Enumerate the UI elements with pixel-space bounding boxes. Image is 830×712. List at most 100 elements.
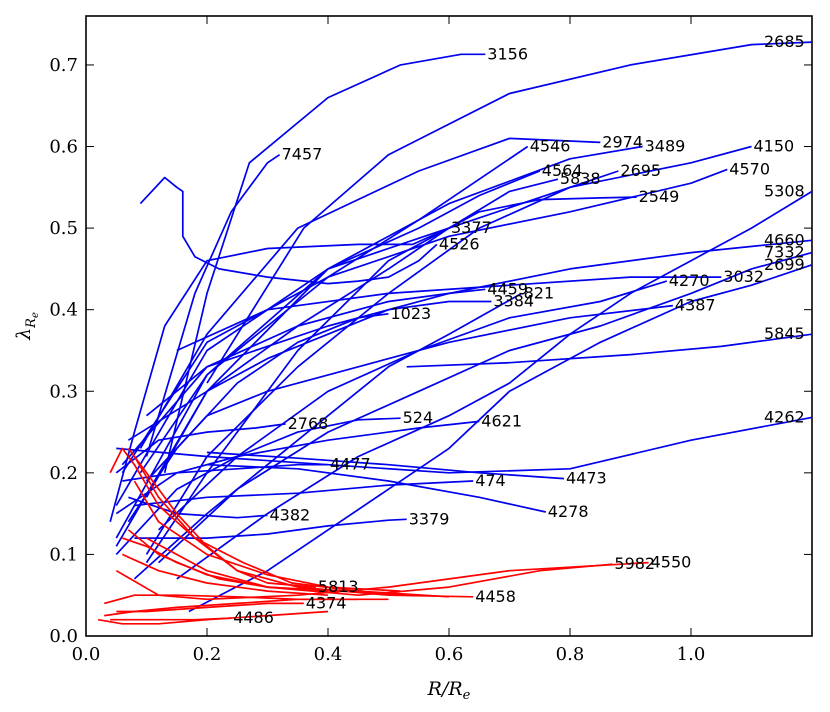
series-line-821 xyxy=(133,292,523,580)
curve-label-4278: 4278 xyxy=(548,502,589,521)
curve-label-3377: 3377 xyxy=(451,218,492,237)
curve-label-4473: 4473 xyxy=(566,469,607,488)
series-line-4473 xyxy=(206,451,565,480)
series-line-2974 xyxy=(139,137,601,449)
curve-label-3032: 3032 xyxy=(723,267,764,286)
curve-label-7457: 7457 xyxy=(282,145,323,164)
curve-label-3384: 3384 xyxy=(493,292,534,311)
curve-label-5813: 5813 xyxy=(318,577,359,596)
curve-label-4564: 4564 xyxy=(542,161,583,180)
plot-frame xyxy=(85,15,813,637)
curve-label-4546: 4546 xyxy=(530,137,571,156)
curve-label-7332: 7332 xyxy=(764,243,805,262)
series-line-4477 xyxy=(122,463,328,482)
curve-label-2695: 2695 xyxy=(620,161,661,180)
curve-label-5838: 5838 xyxy=(560,169,601,188)
y-tick-label: 0.5 xyxy=(49,218,78,239)
series-line-3156 xyxy=(163,53,486,473)
y-tick-label: 0.1 xyxy=(49,544,78,565)
x-tick-label: 0.2 xyxy=(193,644,222,665)
curve-label-4374: 4374 xyxy=(306,593,347,612)
curve-label-4387: 4387 xyxy=(675,296,716,315)
series-line-474 xyxy=(134,480,474,507)
curve-label-4270: 4270 xyxy=(669,271,710,290)
y-axis-label: λRe xyxy=(13,312,41,341)
series-line-2685 xyxy=(206,41,813,384)
series-line-3377 xyxy=(109,227,450,523)
curve-label-4486: 4486 xyxy=(233,608,274,627)
curve-label-4570: 4570 xyxy=(729,159,770,178)
series-line-3032 xyxy=(176,276,722,352)
series-line-slow-43 xyxy=(133,480,401,592)
series-line-slow-48 xyxy=(97,610,329,625)
series-line-2549 xyxy=(145,196,637,564)
y-tick-label: 0.4 xyxy=(49,300,78,321)
series-line-4570 xyxy=(121,168,728,474)
curve-label-821: 821 xyxy=(524,283,555,302)
series-line-4262 xyxy=(116,416,813,474)
curve-label-2685: 2685 xyxy=(764,32,805,51)
curve-label-5308: 5308 xyxy=(764,181,805,200)
curve-labels-layer: 3156 2685 2974 3489 4150 4570 7457 4546 4564 2695… xyxy=(233,32,805,627)
series-line-slow-44 xyxy=(127,529,419,597)
curve-label-4262: 4262 xyxy=(764,407,805,426)
curve-label-5982: 5982 xyxy=(614,554,655,573)
x-tick-label: 0.8 xyxy=(556,644,585,665)
series-line-5308 xyxy=(176,190,813,580)
series-line-5982 xyxy=(146,537,613,597)
curve-label-2974: 2974 xyxy=(602,132,643,151)
series-line-2768 xyxy=(115,423,286,474)
series-line-3489 xyxy=(115,145,643,539)
y-tick-label: 0.0 xyxy=(49,626,78,647)
series-line-4526 xyxy=(139,176,438,285)
series-line-4458 xyxy=(133,456,474,598)
series-line-1023 xyxy=(127,312,389,523)
x-tick-label: 0.0 xyxy=(72,644,101,665)
series-layer xyxy=(97,41,813,625)
curve-label-4459: 4459 xyxy=(487,279,528,298)
series-line-slow-45 xyxy=(121,553,329,597)
x-tick-label: 1.0 xyxy=(677,644,706,665)
curve-label-4150: 4150 xyxy=(754,137,795,156)
series-line-5845 xyxy=(406,333,813,368)
series-line-2699 xyxy=(188,263,813,613)
curve-label-5845: 5845 xyxy=(764,324,805,343)
curve-label-4660: 4660 xyxy=(764,230,805,249)
series-line-3384 xyxy=(127,300,492,441)
series-line-slow-49 xyxy=(122,537,329,592)
curve-label-4550: 4550 xyxy=(651,553,692,572)
y-tick-label: 0.7 xyxy=(49,55,78,76)
series-line-4382 xyxy=(128,496,268,519)
y-tick-label: 0.3 xyxy=(49,381,78,402)
series-line-4621 xyxy=(115,420,480,515)
series-line-7457 xyxy=(145,153,281,457)
curve-label-2549: 2549 xyxy=(639,187,680,206)
y-tick-label: 0.6 xyxy=(49,137,78,158)
x-tick-label: 0.4 xyxy=(314,644,343,665)
curve-label-4458: 4458 xyxy=(475,587,516,606)
curve-label-524: 524 xyxy=(403,408,434,427)
curve-label-4477: 4477 xyxy=(330,455,371,474)
plot-area: 0.0 0.2 0.4 0.6 0.8 1.0 0.0 0.1 0.2 0.3 0.4 0.5 0.6 0… xyxy=(49,15,813,665)
curve-label-4382: 4382 xyxy=(270,505,311,524)
curve-label-474: 474 xyxy=(475,471,506,490)
curve-label-2699: 2699 xyxy=(764,255,805,274)
series-line-4459 xyxy=(121,288,486,466)
curve-label-3489: 3489 xyxy=(645,137,686,156)
ticks-layer: 0.0 0.2 0.4 0.6 0.8 1.0 0.0 0.1 0.2 0.3 0.4 0.5 0.6 0… xyxy=(49,16,812,665)
x-axis-label: R/Re xyxy=(427,678,471,703)
series-line-4278 xyxy=(206,463,546,513)
series-line-5813 xyxy=(127,447,316,588)
series-line-7332 xyxy=(158,251,813,564)
curve-label-4526: 4526 xyxy=(439,234,480,253)
series-line-slow-42 xyxy=(109,447,450,598)
curve-label-3379: 3379 xyxy=(409,509,450,528)
curve-label-1023: 1023 xyxy=(391,304,432,323)
curve-label-3156: 3156 xyxy=(487,44,528,63)
series-line-slow-47 xyxy=(104,598,389,617)
y-tick-label: 0.2 xyxy=(49,463,78,484)
curve-label-4621: 4621 xyxy=(481,411,522,430)
curve-label-2768: 2768 xyxy=(288,414,329,433)
x-tick-label: 0.6 xyxy=(435,644,464,665)
